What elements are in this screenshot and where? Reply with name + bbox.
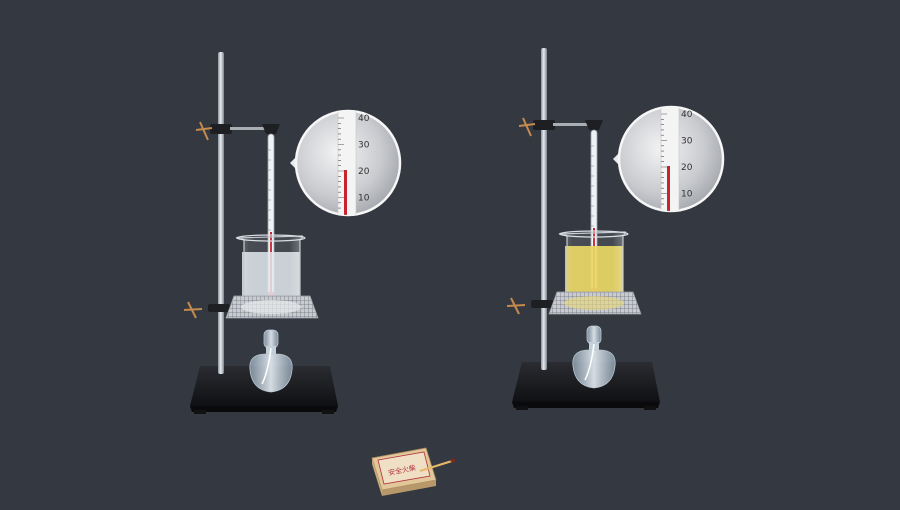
magnifier-left: 40 30 20 10	[290, 109, 402, 217]
beaker-left[interactable]	[235, 234, 306, 313]
mag-tick-30: 30	[358, 141, 370, 151]
mercury-column-right	[667, 166, 670, 211]
upper-clamp[interactable]	[195, 121, 280, 141]
mag-tick-10: 10	[681, 190, 693, 200]
mag-tick-40: 40	[681, 110, 693, 120]
setup-right: 40 30 20 10	[506, 48, 725, 410]
mag-tick-20: 20	[358, 167, 370, 177]
beaker-right[interactable]	[558, 230, 629, 309]
setup-left: 40 30 20 10	[183, 52, 402, 414]
mag-tick-20: 20	[681, 163, 693, 173]
alcohol-lamp-right[interactable]	[572, 325, 616, 389]
mag-tick-30: 30	[681, 137, 693, 147]
iron-stand-rod	[218, 52, 224, 374]
mag-tick-10: 10	[358, 194, 370, 204]
upper-clamp[interactable]	[518, 117, 603, 137]
mercury-column-left	[344, 170, 347, 215]
mag-tick-40: 40	[358, 114, 370, 124]
match-stick[interactable]	[419, 458, 456, 473]
iron-stand-rod	[541, 48, 547, 370]
matchbox[interactable]: 安全火柴	[371, 447, 456, 496]
magnifier-right: 40 30 20 10	[613, 105, 725, 213]
lower-clamp[interactable]	[506, 297, 553, 315]
lower-clamp[interactable]	[183, 301, 230, 319]
alcohol-lamp-left[interactable]	[249, 329, 293, 393]
